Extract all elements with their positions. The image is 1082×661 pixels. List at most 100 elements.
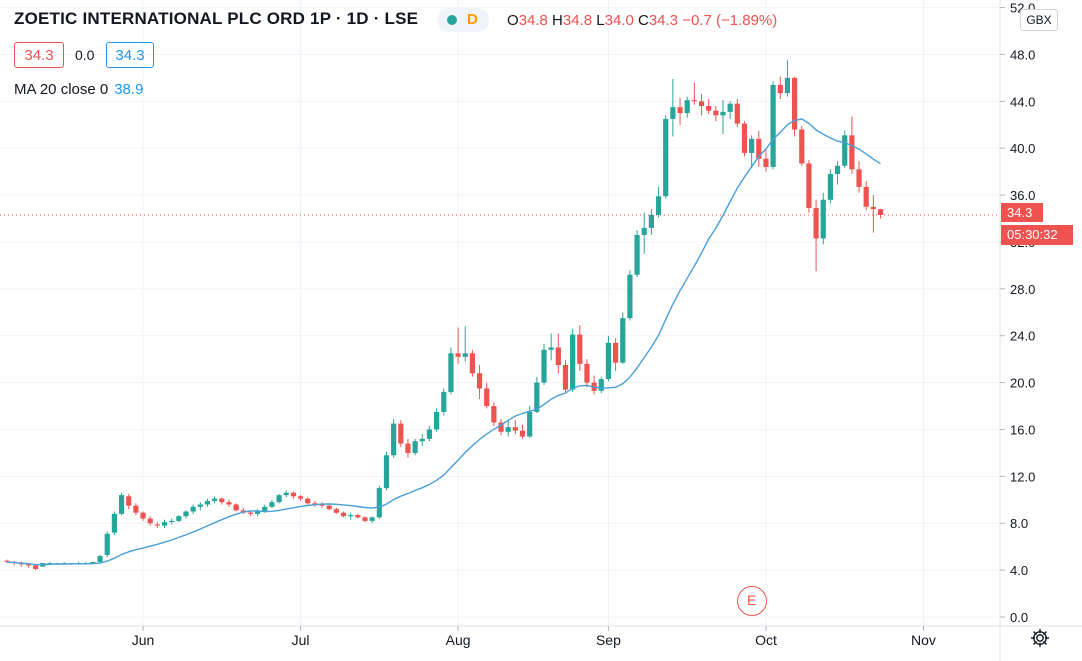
candle-body [770,84,776,167]
candle-body [691,100,697,102]
candle-body [290,492,296,497]
x-tick-label: Nov [911,632,936,648]
candle [319,502,325,509]
candle [562,360,569,392]
earnings-marker[interactable]: E [736,586,767,616]
candle [204,498,211,507]
candle [806,159,812,213]
y-tick-label: 20.0 [1010,376,1035,391]
candle [827,169,833,204]
candle [749,135,755,169]
candle [104,531,110,558]
x-tick-label: Jul [292,632,310,648]
candle [777,76,783,99]
candle-body [355,515,361,518]
candle [548,333,554,361]
candle-body [613,342,619,363]
candle [763,148,769,172]
candle-body [197,504,203,507]
candle-body [398,423,404,444]
grid [0,0,1000,626]
candle-body [169,520,175,523]
close-label: C [637,12,649,29]
candle-body [305,498,311,504]
change-value: −0.7 (−1.89%) [682,12,778,29]
buy-button[interactable]: 34.3 [106,42,154,68]
price-axis: 52.048.044.040.036.032.028.024.020.016.0… [1000,1,1035,625]
candle-body [104,533,110,555]
candle-body [627,274,633,319]
candle [133,503,139,516]
currency-selector[interactable]: GBX [1020,9,1058,31]
ma-indicator-legend[interactable]: MA 20 close 0 38.9 [14,81,143,98]
candle [140,511,146,521]
candle-body [734,103,740,124]
candle [276,493,282,504]
candle [534,376,540,414]
open-value: 34.8 [518,12,548,29]
y-tick-label: 12.0 [1010,469,1035,484]
candle [870,195,876,233]
candle [426,425,433,442]
candle [391,418,397,458]
candle [491,402,497,426]
candle [498,418,504,436]
candle [154,522,160,528]
candle-body [799,129,805,164]
candle [834,161,841,185]
candle-body [877,209,884,216]
candle [469,349,475,377]
candle [820,192,826,245]
candle [111,511,117,535]
candle-body [605,342,612,380]
candle-body [534,382,540,412]
candle [340,511,347,518]
candle-body [670,107,676,119]
candle-body [541,349,547,383]
candle [484,382,490,409]
low-label: L [596,12,605,29]
candle [620,312,626,364]
candle-body [219,498,225,503]
candle-body [684,100,690,114]
candle [605,335,612,382]
gear-icon[interactable] [1030,628,1050,648]
candle [756,130,762,167]
symbol-title[interactable]: ZOETIC INTERNATIONAL PLC ORD 1P · 1D · L… [14,9,419,28]
candle [613,338,619,371]
candle [856,161,862,193]
candle [355,513,361,519]
market-status[interactable]: D [437,8,489,32]
candles [4,60,884,571]
candle [97,554,103,564]
sell-button[interactable]: 34.3 [14,42,64,68]
candle [713,106,719,122]
candle-body [97,556,103,562]
candle-body [319,504,325,506]
y-tick-label: 4.0 [1010,563,1028,578]
candle [648,209,654,235]
candle-body [462,353,468,357]
candle-body [405,443,411,453]
candle [126,493,132,510]
candle [290,491,296,499]
y-tick-label: 44.0 [1010,94,1035,109]
candle [362,516,368,523]
x-tick-label: Jun [132,632,155,648]
candle-body [140,512,146,519]
candle [219,497,225,505]
ohlc-values: O34.8 H34.8 L34.0 C34.3 −0.7 (−1.89%) [507,12,777,29]
candle [555,333,561,374]
y-tick-label: 8.0 [1010,516,1028,531]
candle-body [577,334,583,364]
candle-body [247,512,254,514]
candle-body [326,505,332,510]
candle-body [827,173,833,200]
candle-body [763,158,769,167]
open-label: O [507,12,519,29]
candle [877,209,884,219]
candle-body [741,123,748,153]
market-open-dot-icon [447,15,457,25]
candle-body [491,406,497,423]
